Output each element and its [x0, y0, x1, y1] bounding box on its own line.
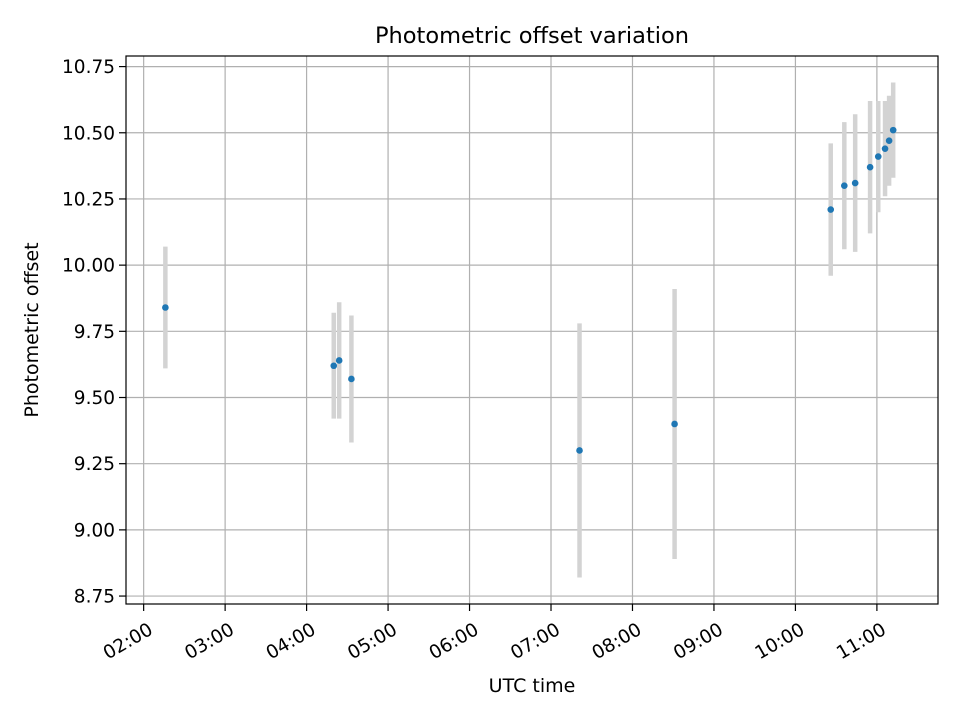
grid-lines [126, 56, 938, 604]
y-axis-label: Photometric offset [21, 242, 43, 417]
data-point [335, 357, 343, 364]
y-tick-label: 9.00 [74, 520, 115, 541]
y-tick-label: 9.50 [74, 388, 115, 409]
data-point [841, 182, 848, 190]
y-tick-label: 9.25 [74, 454, 115, 475]
y-tick-label: 10.25 [62, 189, 115, 210]
data-point [851, 179, 859, 187]
data-point [330, 362, 338, 370]
data-point [874, 153, 882, 160]
plot-area-frame [125, 55, 939, 605]
data-point [881, 145, 889, 152]
data-point [889, 126, 897, 134]
data-point [866, 163, 874, 171]
data-point [885, 137, 893, 145]
data-point [671, 420, 678, 428]
data-points [162, 126, 897, 454]
y-axis-ticks: 8.75 9.00 9.25 9.50 9.75 10.00 10.25 10.50 10.75 [62, 57, 126, 608]
data-point [576, 447, 583, 454]
y-tick-label: 10.75 [62, 57, 115, 78]
x-axis-label: UTC time [489, 675, 576, 697]
y-tick-label: 8.75 [74, 587, 115, 608]
y-tick-label: 10.50 [62, 123, 115, 144]
y-tick-label: 9.75 [74, 322, 115, 343]
data-point [162, 304, 169, 311]
data-point [827, 206, 835, 213]
data-point [348, 375, 355, 383]
chart-title: Photometric offset variation [375, 23, 689, 49]
y-tick-label: 10.00 [62, 256, 115, 277]
